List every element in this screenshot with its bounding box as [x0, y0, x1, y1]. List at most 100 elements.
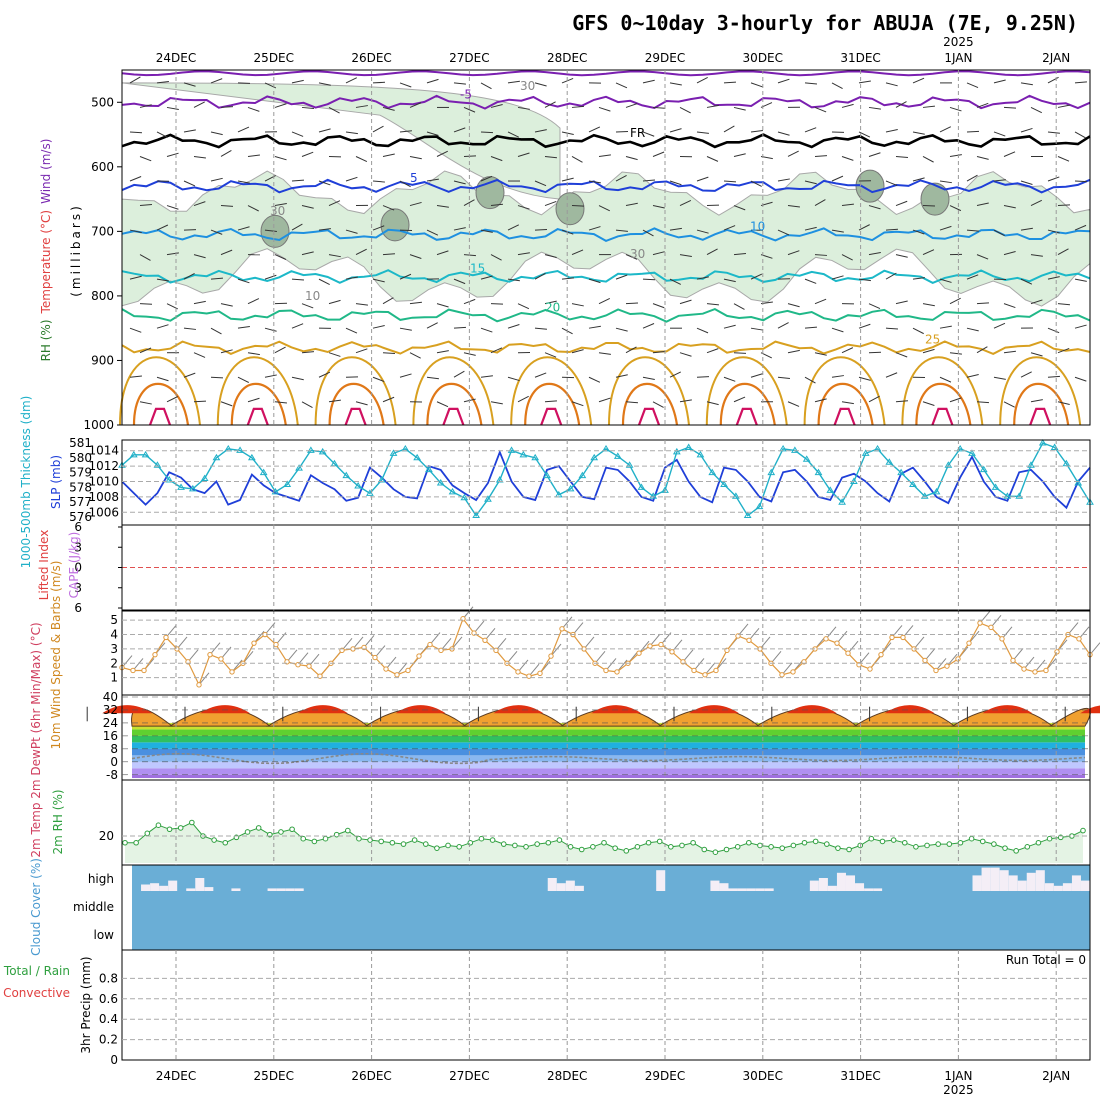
high-cloud-bar [1053, 885, 1063, 891]
wind-barb [1020, 127, 1033, 133]
temp-diurnal-max [297, 705, 348, 714]
wind-speed-point [548, 653, 554, 659]
wind-barb [841, 203, 854, 207]
thickness-point [212, 453, 221, 461]
wind-barb [436, 150, 449, 157]
ytick-label: 600 [91, 160, 114, 174]
wind-barb [534, 228, 548, 231]
wind-barb [814, 254, 828, 256]
wind-barb [723, 180, 737, 183]
rh2m-point [189, 819, 195, 826]
slp-tick-label: 1010 [88, 475, 119, 489]
thickness-point [814, 468, 823, 476]
rh2m-point [578, 846, 585, 853]
wind-barb [210, 78, 223, 84]
isotherm-label: 25 [925, 333, 940, 347]
wind-barb [976, 254, 989, 260]
wind-barb [841, 401, 854, 405]
wind-speed-point [977, 620, 983, 626]
wind-barb [409, 301, 422, 305]
wind-speed-point [933, 667, 939, 674]
rh2m-point [166, 826, 173, 833]
rh2m-point [512, 842, 518, 849]
wind-speed-point [834, 640, 840, 646]
wind-barb [868, 395, 880, 403]
wind-barb [993, 131, 1006, 137]
wind-barb [247, 352, 260, 356]
wind-barb [453, 326, 467, 329]
diurnal-isotherm [719, 382, 776, 426]
high-cloud-bar [1008, 875, 1018, 891]
wind-speed-point [559, 626, 565, 632]
high-cloud-bar [294, 888, 304, 891]
temp-color-band [132, 774, 1085, 778]
wind-barb [166, 106, 179, 111]
wind-barb [841, 156, 854, 161]
wind-barb [706, 348, 719, 354]
thickness-point [897, 468, 906, 476]
wind-barb [463, 106, 476, 113]
rh2m-point [823, 841, 830, 847]
wind-barb [868, 303, 881, 309]
year-label-top: 2025 [943, 35, 974, 49]
wind-barb [922, 249, 935, 256]
wind-speed-point [691, 667, 697, 674]
rh2m-point [712, 849, 719, 856]
thickness-point [200, 474, 209, 482]
high-cloud-bar [285, 888, 295, 891]
wind-barb [490, 156, 503, 162]
wind-barb [345, 327, 358, 334]
wind-barb [166, 152, 179, 157]
high-cloud-bar [972, 875, 982, 891]
wind-barb [723, 376, 736, 382]
wind-barb [561, 277, 574, 280]
wind-barb [696, 376, 710, 378]
wind-tick-label: 4 [110, 628, 118, 642]
thickness-point [472, 511, 481, 519]
wind-speed-point [218, 656, 224, 662]
wind-barb [490, 203, 503, 207]
thickness-tick-label: 580 [69, 451, 92, 465]
rh2m-point [946, 841, 953, 847]
wind-barb [1047, 76, 1059, 84]
thickness-point [306, 446, 315, 453]
diurnal-isotherm [621, 382, 679, 426]
rh2m-point [723, 846, 730, 853]
top-day-label: 29DEC [645, 51, 685, 65]
wind-barb [814, 398, 827, 403]
wind-barb [615, 274, 628, 280]
wind-barb [966, 229, 979, 232]
rh2m-point [634, 844, 641, 850]
wind-barb [571, 349, 584, 354]
wind-barb [426, 376, 439, 380]
wind-barb [831, 82, 843, 89]
wind-barb [426, 131, 439, 136]
wind-barb [355, 348, 368, 354]
wind-barb [210, 177, 223, 182]
wind-barb [345, 229, 358, 234]
high-cloud-bar [845, 875, 856, 891]
thickness-point [295, 464, 303, 471]
wind-barb [237, 326, 250, 329]
wind-barb [733, 106, 746, 111]
thickness-point [743, 511, 752, 519]
wind-barb [733, 352, 747, 354]
wind-barb [156, 80, 169, 84]
wind-barb [436, 401, 449, 408]
wind-barb [625, 103, 638, 108]
thickness-point [448, 487, 457, 495]
diurnal-isotherm [132, 382, 190, 426]
cloud-level-label: low [94, 928, 115, 942]
thickness-point [1027, 461, 1035, 468]
high-cloud-bar [656, 870, 666, 891]
rh2m-point [534, 841, 540, 847]
wind-barb [490, 347, 503, 354]
wind-barb [534, 372, 547, 378]
wind-barb [966, 327, 979, 332]
thickness-point [153, 461, 162, 468]
wind-barb [193, 254, 206, 259]
wind-barb [615, 327, 628, 332]
wind-speed-point [163, 634, 169, 641]
wind-barb [517, 106, 530, 110]
isotherm-line [121, 133, 1091, 149]
